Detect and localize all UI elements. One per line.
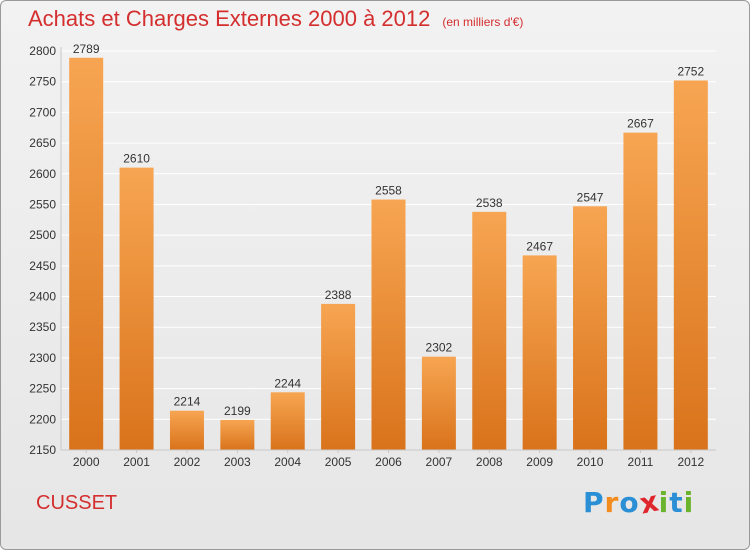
x-tick-label: 2003 bbox=[224, 455, 251, 469]
bar bbox=[472, 211, 507, 450]
data-label: 2789 bbox=[73, 42, 100, 56]
y-tick-label: 2200 bbox=[29, 412, 56, 426]
logo-letter: t bbox=[669, 486, 684, 519]
bar bbox=[623, 132, 658, 450]
x-tick-label: 2008 bbox=[476, 455, 503, 469]
logo-letter: r bbox=[604, 486, 620, 519]
bar bbox=[673, 80, 708, 451]
bar bbox=[270, 392, 305, 450]
bars: 2789 2610 2214 2199 2244 2388 2558 2302 2538 2467… bbox=[69, 42, 708, 451]
y-tick-label: 2750 bbox=[29, 75, 56, 89]
bar bbox=[321, 303, 356, 450]
data-label: 2199 bbox=[224, 404, 251, 418]
bar bbox=[119, 167, 154, 450]
x-tick-label: 2000 bbox=[73, 455, 100, 469]
proxiti-logo: Proxiti bbox=[583, 484, 695, 520]
logo-letter: o bbox=[619, 486, 640, 519]
chart-title-text: Achats et Charges Externes 2000 à 2012 bbox=[28, 6, 431, 31]
bar bbox=[169, 410, 204, 450]
data-label: 2467 bbox=[526, 239, 553, 253]
y-tick-label: 2550 bbox=[29, 197, 56, 211]
logo-letter: i bbox=[658, 486, 670, 519]
x-tick-label: 2006 bbox=[375, 455, 402, 469]
y-tick-label: 2450 bbox=[29, 259, 56, 273]
x-tick-label: 2004 bbox=[274, 455, 301, 469]
data-label: 2547 bbox=[577, 190, 604, 204]
chart-title: Achats et Charges Externes 2000 à 2012 (e… bbox=[28, 6, 523, 32]
y-tick-label: 2250 bbox=[29, 382, 56, 396]
bar bbox=[371, 199, 406, 450]
data-label: 2244 bbox=[274, 376, 301, 390]
chart-subtitle: (en milliers d'€) bbox=[442, 15, 524, 29]
data-label: 2610 bbox=[123, 152, 150, 166]
x-tick-label: 2002 bbox=[174, 455, 201, 469]
data-label: 2388 bbox=[325, 288, 352, 302]
y-tick-label: 2300 bbox=[29, 351, 56, 365]
data-label: 2302 bbox=[426, 341, 453, 355]
y-tick-label: 2150 bbox=[29, 443, 56, 457]
bar bbox=[573, 206, 608, 450]
y-tick-label: 2500 bbox=[29, 228, 56, 242]
x-tick-label: 2010 bbox=[577, 455, 604, 469]
town-name: CUSSET bbox=[36, 492, 118, 514]
x-tick-label: 2001 bbox=[123, 455, 150, 469]
logo-letter: P bbox=[583, 486, 605, 519]
y-tick-label: 2600 bbox=[29, 167, 56, 181]
y-tick-label: 2350 bbox=[29, 320, 56, 334]
data-label: 2214 bbox=[174, 395, 201, 409]
bar bbox=[522, 255, 557, 450]
x-tick-label: 2009 bbox=[526, 455, 553, 469]
y-tick-label: 2400 bbox=[29, 290, 56, 304]
data-label: 2667 bbox=[627, 117, 654, 131]
x-tick-label: 2012 bbox=[677, 455, 704, 469]
x-tick-label: 2005 bbox=[325, 455, 352, 469]
y-tick-label: 2650 bbox=[29, 136, 56, 150]
bar bbox=[421, 356, 456, 450]
axes: 2150 2200 2250 2300 2350 2400 2450 2500 2550 2600… bbox=[29, 44, 716, 469]
y-tick-label: 2800 bbox=[29, 44, 56, 58]
logo-letter: i bbox=[683, 486, 695, 519]
data-label: 2538 bbox=[476, 196, 503, 210]
x-tick-label: 2011 bbox=[628, 455, 654, 469]
x-tick-label: 2007 bbox=[426, 455, 453, 469]
y-tick-label: 2700 bbox=[29, 105, 56, 119]
data-label: 2752 bbox=[677, 64, 704, 78]
bar bbox=[220, 419, 255, 450]
bar bbox=[69, 57, 104, 450]
data-label: 2558 bbox=[375, 184, 402, 198]
